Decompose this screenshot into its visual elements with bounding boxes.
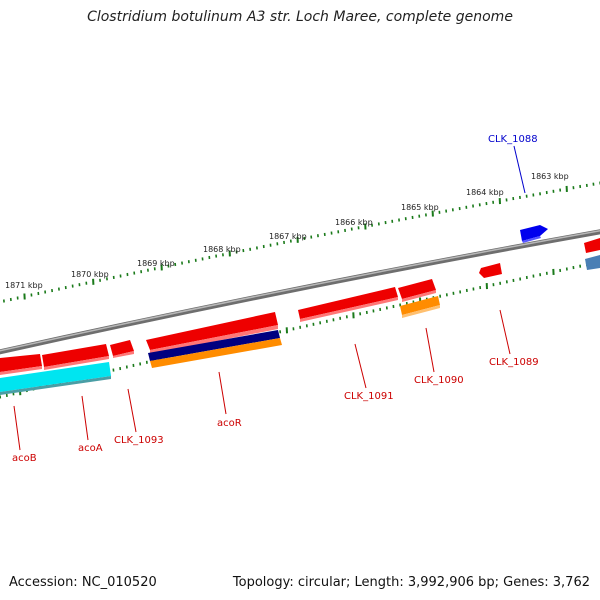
label-clk-1091[interactable]: CLK_1091 <box>344 391 394 402</box>
gene-acoa-shadow <box>44 356 109 370</box>
leader-acor <box>218 371 227 415</box>
gene-clk-1088-shadow <box>522 236 541 243</box>
tick-label: 1866 kbp <box>335 218 373 227</box>
tick-label: 1867 kbp <box>269 232 307 241</box>
tick-label: 1863 kbp <box>531 172 569 181</box>
tick-label: 1871 kbp <box>5 281 43 290</box>
gene-clk-1090[interactable] <box>398 279 436 299</box>
tick-label: 1870 kbp <box>71 270 109 279</box>
gene-clk-1090-shadow <box>402 290 436 302</box>
leader-clk-1091 <box>354 343 367 389</box>
outer-tick-ring <box>3 181 600 303</box>
tick-label: 1864 kbp <box>466 188 504 197</box>
tick-label: 1865 kbp <box>401 203 439 212</box>
gene-clk-1090-orange[interactable] <box>400 296 440 315</box>
tick-label: 1868 kbp <box>203 245 241 254</box>
accession-text: Accession: NC_010520 <box>9 575 157 590</box>
map-title: Clostridium botulinum A3 str. Loch Maree… <box>87 9 513 25</box>
tick-label: 1869 kbp <box>137 259 175 268</box>
leader-acoa <box>81 395 89 441</box>
label-clk-1089[interactable]: CLK_1089 <box>489 357 539 368</box>
gene-acoa[interactable] <box>42 344 109 367</box>
label-clk-1090[interactable]: CLK_1090 <box>414 375 464 386</box>
gene-acor[interactable] <box>146 312 278 350</box>
gene-clk-1090-orange-shadow <box>402 305 440 318</box>
label-acoa[interactable]: acoA <box>78 443 103 454</box>
gene-clk-1088[interactable] <box>520 225 548 241</box>
gene-right-edge[interactable] <box>584 238 600 253</box>
label-clk-1088[interactable]: CLK_1088 <box>488 134 538 145</box>
gene-acor-navy[interactable] <box>148 330 280 361</box>
gene-cyan-shadow <box>0 376 111 395</box>
leader-clk-1089 <box>499 309 511 355</box>
gene-right-edge-steel[interactable] <box>585 255 600 270</box>
topology-summary: Topology: circular; Length: 3,992,906 bp… <box>232 575 590 590</box>
leader-clk-1088 <box>513 145 526 194</box>
label-acob[interactable]: acoB <box>12 453 37 464</box>
genome-backbone-highlight <box>0 230 600 352</box>
gene-clk-1089[interactable] <box>479 263 502 278</box>
label-acor[interactable]: acoR <box>217 418 242 429</box>
gene-acob-shadow <box>0 366 42 375</box>
label-clk-1093[interactable]: CLK_1093 <box>114 435 164 446</box>
leader-acob <box>13 405 21 451</box>
gene-features <box>0 225 600 395</box>
gene-clk-1091-shadow <box>300 297 398 322</box>
gene-clk-1093[interactable] <box>110 340 134 356</box>
genome-backbone <box>0 229 600 355</box>
gene-cyan[interactable] <box>0 362 111 392</box>
gene-labels: CLK_1088 CLK_1089 CLK_1090 CLK_1091 acoR… <box>12 134 539 464</box>
gene-clk-1091[interactable] <box>298 287 398 319</box>
tick-label-group: 1871 kbp 1870 kbp 1869 kbp 1868 kbp 1867 kbp… <box>5 172 569 290</box>
leader-lines <box>13 145 526 451</box>
leader-clk-1090 <box>425 327 435 373</box>
leader-clk-1093 <box>127 388 137 433</box>
gene-clk-1093-shadow <box>113 351 134 358</box>
gene-acor-shadow <box>150 325 278 354</box>
gene-acor-orange[interactable] <box>150 338 282 368</box>
